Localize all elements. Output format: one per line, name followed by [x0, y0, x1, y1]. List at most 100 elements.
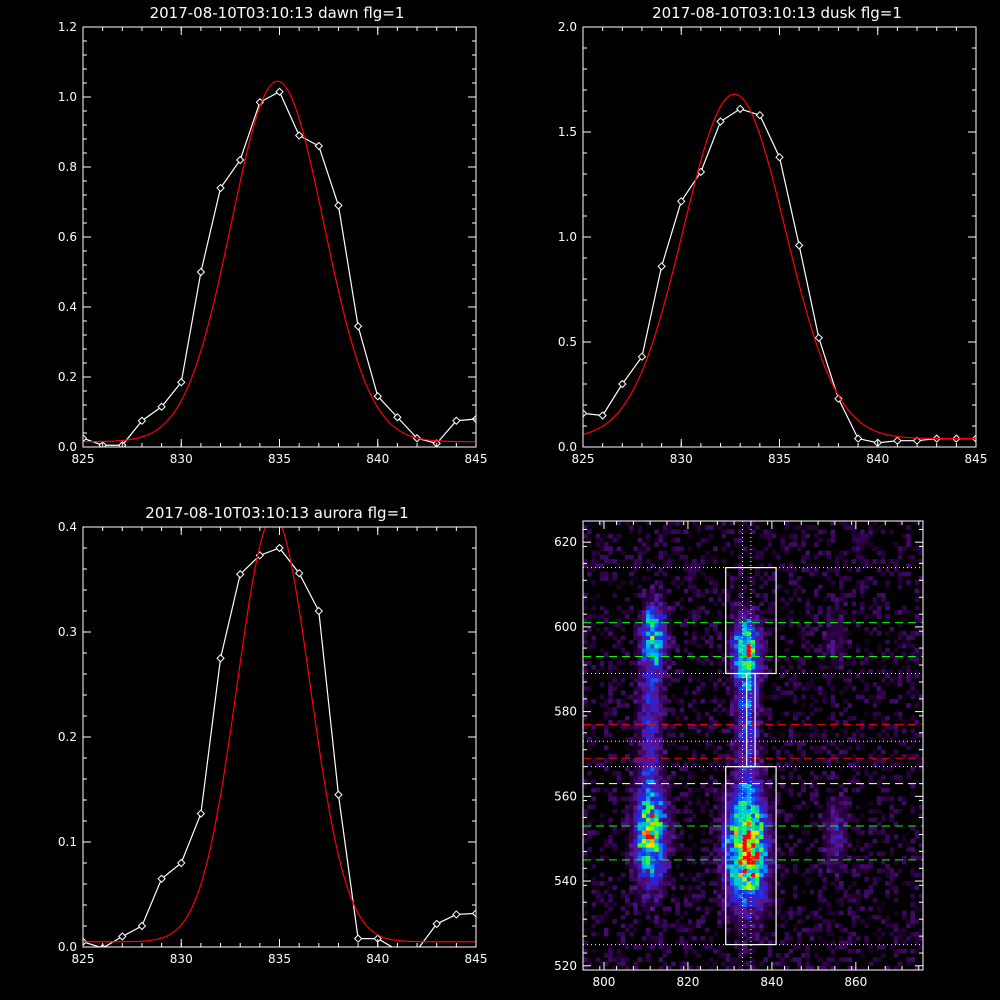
heatmap-cell [776, 753, 781, 759]
heatmap-cell [692, 948, 697, 954]
heatmap-cell [792, 593, 798, 598]
heatmap-cell [599, 813, 605, 818]
heatmap-cell [801, 567, 806, 573]
heatmap-cell [650, 762, 655, 768]
heatmap-cell [734, 639, 739, 645]
heatmap-cell [729, 859, 735, 865]
heatmap-cell [683, 804, 689, 810]
heatmap-cell [797, 665, 802, 670]
heatmap-cell [750, 766, 756, 772]
heatmap-cell [780, 864, 785, 869]
heatmap-cell [780, 834, 785, 840]
heatmap-cell [654, 571, 659, 577]
heatmap-cell [658, 881, 664, 886]
heatmap-cell [830, 953, 836, 958]
heatmap-cell [763, 783, 769, 789]
heatmap-cell [855, 779, 861, 785]
heatmap-cell [776, 851, 781, 857]
heatmap-cell [847, 593, 853, 598]
heatmap-cell [860, 847, 865, 852]
heatmap-cell [721, 961, 727, 967]
heatmap-cell [780, 745, 785, 751]
heatmap-cell [792, 957, 798, 962]
heatmap-cell [868, 542, 874, 547]
dawn-data-point [83, 434, 88, 443]
heatmap-cell [788, 758, 794, 763]
heatmap-cell [616, 618, 622, 624]
heatmap-cell [889, 813, 895, 818]
heatmap-cell [658, 749, 664, 755]
heatmap-cell [637, 944, 643, 950]
heatmap-cell [671, 677, 676, 683]
heatmap-cell [700, 838, 706, 844]
heatmap-cell [583, 618, 588, 624]
heatmap-cell [809, 792, 815, 797]
heatmap-cell [780, 961, 785, 967]
heatmap-cell [746, 821, 752, 827]
heatmap-cell [721, 681, 727, 687]
heatmap-cell [742, 830, 748, 835]
heatmap-cell [658, 677, 664, 683]
heatmap-cell [654, 792, 659, 797]
heatmap-cell [830, 796, 836, 801]
heatmap-cell [792, 525, 798, 530]
heatmap-cell [876, 936, 882, 941]
heatmap-cell [885, 868, 890, 873]
heatmap-cell [746, 838, 752, 844]
heatmap-cell [830, 652, 836, 657]
heatmap-cell [776, 842, 781, 848]
heatmap-cell [641, 957, 647, 962]
heatmap-cell [650, 715, 655, 721]
heatmap-cell [864, 876, 869, 882]
heatmap-cell [641, 673, 647, 679]
heatmap-cell [776, 864, 781, 869]
heatmap-cell [654, 698, 659, 704]
heatmap-cell [885, 681, 890, 687]
heatmap-cell [620, 550, 626, 556]
heatmap-cell [839, 783, 844, 789]
heatmap-cell [729, 720, 735, 725]
heatmap-cell [662, 559, 668, 564]
heatmap-cell [687, 927, 693, 933]
heatmap-cell [683, 953, 689, 958]
heatmap-cell [591, 876, 596, 882]
heatmap-cell [742, 787, 748, 793]
heatmap-cell [641, 690, 647, 696]
heatmap-cell [801, 838, 806, 844]
heatmap-cell [633, 643, 638, 649]
heatmap-cell [910, 804, 916, 810]
heatmap-cell [889, 876, 895, 882]
heatmap-cell [612, 677, 617, 683]
heatmap-cell [708, 635, 714, 641]
heatmap-cell [868, 779, 874, 785]
heatmap-cell [851, 618, 857, 624]
heatmap-cell [839, 830, 844, 835]
heatmap-cell [645, 931, 651, 937]
heatmap-cell [830, 665, 836, 670]
heatmap-cell [767, 792, 773, 797]
heatmap-cell [734, 906, 739, 912]
heatmap-cell [742, 690, 748, 696]
heatmap-cell [725, 707, 731, 713]
heatmap-cell [624, 652, 630, 657]
heatmap-cell [721, 800, 727, 806]
heatmap-cell [830, 855, 836, 861]
heatmap-cell [755, 902, 760, 907]
heatmap-cell [608, 698, 613, 704]
heatmap-cell [822, 813, 827, 818]
heatmap-cell [704, 626, 710, 632]
heatmap-cell [805, 927, 811, 933]
heatmap-cell [612, 770, 617, 776]
heatmap-cell [637, 711, 643, 717]
image-y-tick-label: 580 [554, 705, 577, 719]
heatmap-cell [822, 652, 827, 657]
heatmap-cell [889, 847, 895, 852]
heatmap-cell [767, 931, 773, 937]
heatmap-cell [666, 724, 672, 729]
heatmap-cell [839, 885, 844, 890]
heatmap-cell [717, 698, 722, 704]
heatmap-cell [872, 703, 878, 708]
heatmap-cell [662, 910, 668, 916]
heatmap-cell [629, 749, 634, 755]
heatmap-cell [595, 737, 601, 742]
